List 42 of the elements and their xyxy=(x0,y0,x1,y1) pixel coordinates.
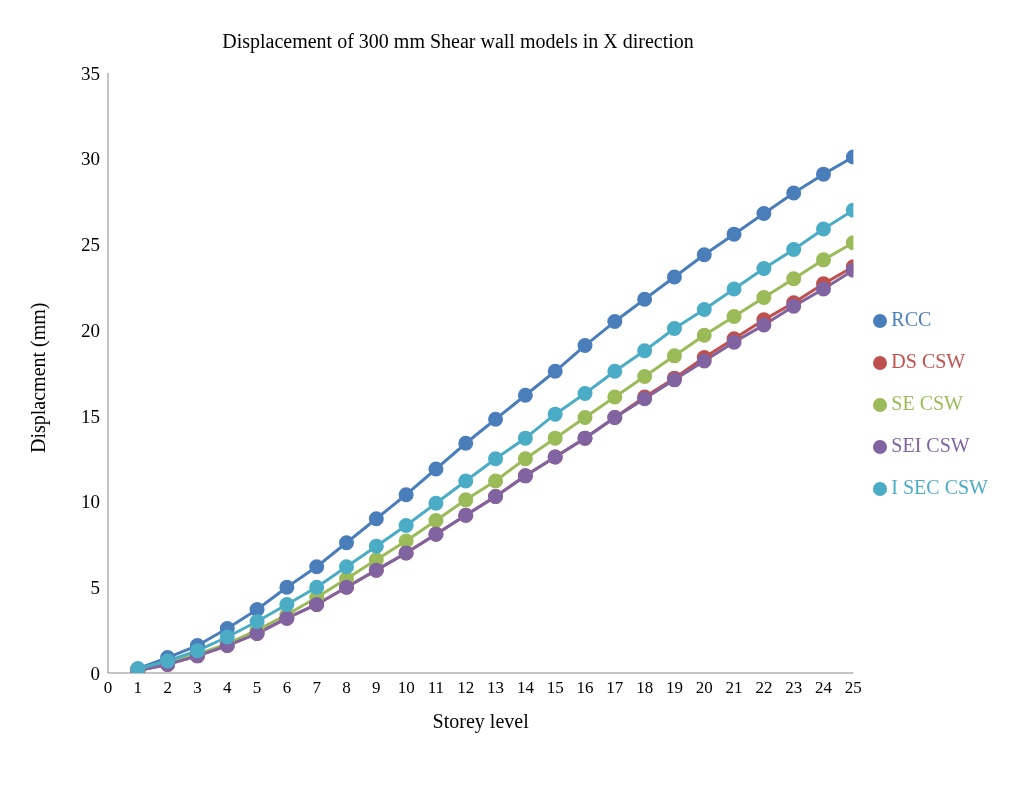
x-tick-label: 18 xyxy=(636,678,654,698)
y-tick-label: 5 xyxy=(90,577,100,599)
x-tick-label: 25 xyxy=(844,678,862,698)
x-tick-label: 4 xyxy=(223,678,232,698)
x-tick-label: 21 xyxy=(725,678,743,698)
x-tick-label: 23 xyxy=(785,678,803,698)
x-axis-title: Storey level xyxy=(432,710,530,733)
x-tick-label: 13 xyxy=(487,678,505,698)
x-tick-label: 19 xyxy=(665,678,683,698)
x-tick-label: 17 xyxy=(606,678,624,698)
x-tick-label: 16 xyxy=(576,678,594,698)
x-tick-label: 1 xyxy=(133,678,143,698)
x-tick-label: 9 xyxy=(372,678,381,698)
x-tick-label: 2 xyxy=(163,678,172,698)
x-tick-label: 0 xyxy=(103,678,113,698)
y-tick-label: 15 xyxy=(81,405,100,427)
x-tick-label: 14 xyxy=(516,678,535,698)
x-tick-label: 22 xyxy=(755,678,773,698)
x-tick-label: 24 xyxy=(815,678,833,698)
y-tick-label: 35 xyxy=(81,62,100,84)
x-tick-label: 20 xyxy=(695,678,713,698)
legend-label: I SEC CSW xyxy=(891,476,988,498)
y-tick-label: 10 xyxy=(81,491,100,513)
x-tick-label: 8 xyxy=(342,678,351,698)
x-tick-label: 15 xyxy=(546,678,564,698)
y-tick-label: 0 xyxy=(90,662,100,684)
legend-label: DS CSW xyxy=(891,350,966,372)
x-tick-label: 7 xyxy=(312,678,322,698)
x-tick-label: 12 xyxy=(457,678,475,698)
chart-title: Displacement of 300 mm Shear wall models in X direction xyxy=(221,30,695,53)
y-tick-label: 25 xyxy=(81,234,100,256)
legend-label: SE CSW xyxy=(891,392,963,414)
legend-label: SEI CSW xyxy=(891,434,970,456)
x-tick-label: 10 xyxy=(397,678,415,698)
y-tick-label: 30 xyxy=(81,148,100,170)
x-tick-label: 6 xyxy=(282,678,292,698)
legend-label: RCC xyxy=(891,308,932,330)
x-tick-label: 3 xyxy=(193,678,202,698)
y-tick-label: 20 xyxy=(81,319,100,341)
y-axis-title: Displacment (mm) xyxy=(27,302,51,453)
x-tick-label: 11 xyxy=(427,678,445,698)
x-tick-label: 5 xyxy=(252,678,262,698)
